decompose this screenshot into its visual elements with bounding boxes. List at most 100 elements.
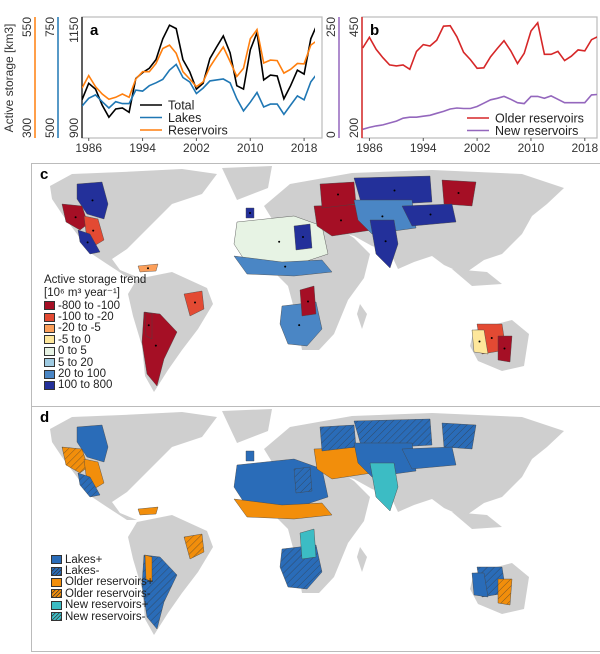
basin [401, 446, 457, 470]
basin [245, 450, 255, 462]
world-map-storage-source [50, 409, 564, 635]
basin [401, 203, 457, 227]
basin-centroid [381, 215, 384, 218]
legend-item: New reservoirs+ [51, 599, 154, 611]
legend-swatch [51, 612, 62, 622]
legend-swatch [44, 346, 55, 356]
x-tick-label: 2018 [571, 141, 598, 152]
basin [77, 229, 101, 255]
legend-label: Lakes- [65, 565, 100, 578]
basin-hatch [442, 423, 476, 449]
reservoirs-axis-tick: 300 [20, 118, 34, 138]
basin-centroid [86, 241, 89, 244]
basin-centroid [284, 265, 287, 268]
basin-hatch [78, 473, 100, 497]
basin [144, 554, 153, 583]
panel-label-c: c [40, 166, 49, 183]
map-d-legend: Lakes+ Lakes- Older reservoirs+ Older reser… [51, 554, 154, 623]
basin [137, 506, 159, 516]
legend-label: Older reservoirs- [65, 587, 151, 600]
continent [222, 166, 272, 200]
basin-centroid [91, 199, 94, 202]
basin [233, 255, 333, 277]
legend-swatch [51, 589, 62, 599]
basin [183, 290, 205, 317]
legend-swatch [44, 301, 55, 311]
x-tick-label: 2018 [291, 141, 318, 152]
basin-centroid [478, 340, 481, 343]
basin-centroid [503, 347, 506, 350]
basin-centroid [340, 219, 342, 222]
new-axis-tick: 0 [324, 131, 338, 138]
legend-label: 20 to 100 [58, 368, 106, 381]
x-tick-label: 2002 [183, 141, 210, 152]
y-axis-title: Active storage [km3] [2, 24, 16, 133]
legend-label: 0 to 5 [58, 345, 87, 358]
legend-title: Active storage trend [44, 274, 147, 286]
x-tick-label: 1994 [129, 141, 156, 152]
basin [369, 219, 399, 269]
basin [76, 424, 109, 463]
basin-centroid [278, 240, 281, 243]
lakes-line [82, 63, 315, 116]
map-c-legend: Active storage trend [10⁶ m³ year⁻¹] -80… [44, 274, 146, 391]
basin-centroid [307, 300, 309, 303]
plot-frame-a [81, 16, 323, 139]
basin-centroid [74, 216, 77, 219]
x-tick-label: 2002 [464, 141, 491, 152]
world-map-storage-trend [50, 166, 564, 392]
basin-hatch [62, 447, 88, 473]
basin-centroid [490, 337, 493, 339]
panel-label-a: a [90, 22, 99, 39]
panel-label-d: d [40, 409, 50, 426]
legend-item: -800 to -100 [44, 300, 146, 312]
basin-hatch [320, 425, 356, 451]
new-reservoirs-line [362, 93, 597, 131]
basin-centroid [384, 240, 387, 243]
legend-item: 100 to 800 [44, 379, 146, 392]
map-panel-c: c Active storage trend [10⁶ m³ year⁻¹] -… [31, 163, 600, 408]
basin [369, 462, 399, 512]
basin-centroid [147, 267, 149, 270]
legend-units: [10⁶ m³ year⁻¹] [44, 287, 120, 299]
basin [471, 572, 489, 598]
basin-centroid [154, 344, 157, 347]
x-tick-label: 1986 [356, 141, 383, 152]
continent [357, 304, 367, 329]
total-line [82, 24, 315, 119]
basin-hatch [184, 534, 204, 559]
basin-centroid [429, 213, 432, 216]
basin-centroid [393, 189, 396, 192]
legend-item: Older reservoirs+ [51, 576, 154, 588]
legend-label: 100 to 800 [58, 379, 113, 392]
basin-centroid [302, 236, 304, 238]
legend-swatch [51, 555, 62, 565]
continent [452, 512, 502, 529]
legend-item: Lakes+ [51, 554, 154, 566]
legend-item: 20 to 100 [44, 368, 146, 381]
legend-item: -100 to -20 [44, 311, 146, 324]
legend-label: -100 to -20 [58, 311, 114, 324]
x-tick-label: 1986 [75, 141, 102, 152]
legend-label: -20 to -5 [58, 322, 101, 335]
legend-label: 5 to 20 [58, 356, 94, 369]
basin-centroid [457, 192, 460, 194]
legend-label: New reservoirs [495, 124, 578, 138]
legend-label: -5 to 0 [58, 333, 91, 346]
legend-swatch [44, 358, 55, 368]
continent [222, 409, 272, 443]
legend-swatch [44, 323, 55, 333]
legend-swatch [44, 380, 55, 390]
basin [83, 458, 105, 490]
basin-centroid [194, 301, 196, 304]
basin [353, 175, 433, 207]
reservoirs-axis-tick: 550 [20, 17, 34, 37]
legend-swatch [44, 335, 55, 345]
basin [233, 498, 333, 520]
lakes-axis-tick: 750 [43, 17, 57, 37]
reservoirs-line [82, 27, 315, 101]
total-axis-tick: 900 [67, 118, 81, 138]
new-axis-tick: 250 [324, 17, 338, 37]
basin-hatch [354, 419, 432, 449]
